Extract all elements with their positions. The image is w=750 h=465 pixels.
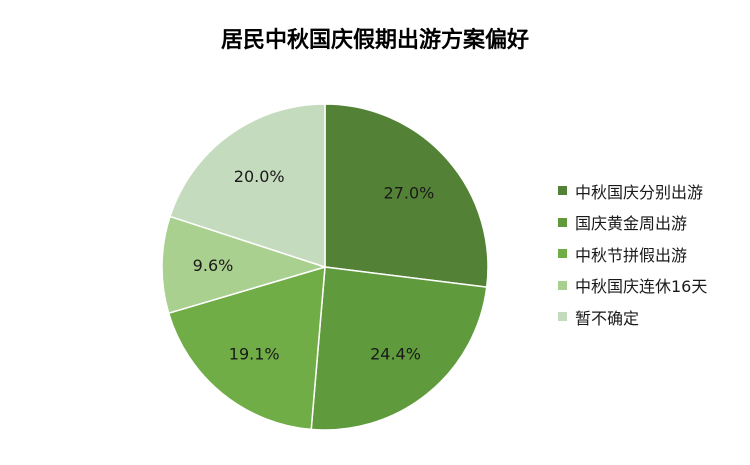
slice-value-label: 20.0% bbox=[234, 167, 285, 186]
legend-label: 中秋国庆连休16天 bbox=[575, 277, 708, 297]
legend-swatch bbox=[558, 186, 567, 195]
legend-swatch bbox=[558, 312, 567, 322]
legend-item: 中秋国庆分别出游 bbox=[558, 178, 707, 203]
pie-slice-1 bbox=[324, 103, 489, 288]
legend-label: 国庆黄金周出游 bbox=[575, 214, 688, 234]
legend-label: 中秋节拼假出游 bbox=[575, 245, 688, 265]
legend-item: 暂不确定 bbox=[558, 304, 707, 329]
slice-value-label: 19.1% bbox=[229, 344, 280, 363]
legend: 中秋国庆分别出游 国庆黄金周出游 中秋节拼假出游 中秋国庆连休16天 暂不确定 bbox=[558, 178, 707, 336]
slice-value-label: 24.4% bbox=[370, 345, 421, 364]
legend-item: 中秋节拼假出游 bbox=[558, 241, 707, 266]
legend-swatch bbox=[558, 280, 567, 290]
pie-slice-2 bbox=[310, 266, 488, 431]
legend-swatch bbox=[558, 217, 567, 227]
legend-label: 中秋国庆分别出游 bbox=[575, 182, 704, 202]
slice-labels: 27.0% 24.4% 19.1% 9.6% 20.0% bbox=[193, 167, 435, 364]
legend-item: 国庆黄金周出游 bbox=[558, 210, 707, 235]
pie-slice-5 bbox=[169, 103, 326, 269]
chart-title: 居民中秋国庆假期出游方案偏好 bbox=[220, 28, 529, 53]
pie-slices bbox=[161, 103, 489, 431]
legend-label: 暂不确定 bbox=[575, 308, 640, 328]
pie-slice-3 bbox=[167, 265, 326, 431]
legend-item: 中秋国庆连休16天 bbox=[558, 273, 707, 298]
pie-slice-4 bbox=[161, 215, 328, 315]
slice-value-label: 27.0% bbox=[384, 183, 435, 202]
slice-value-label: 9.6% bbox=[193, 256, 234, 275]
legend-swatch bbox=[558, 249, 567, 259]
